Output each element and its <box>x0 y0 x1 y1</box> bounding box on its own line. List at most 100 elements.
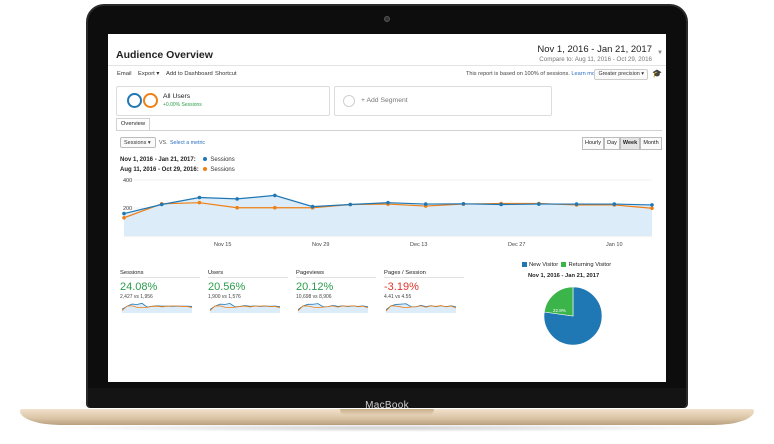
data-point <box>499 202 503 207</box>
select-metric-link[interactable]: Select a metric <box>170 140 206 146</box>
legend-range-compare: Aug 11, 2016 - Oct 29, 2016: <box>120 167 199 173</box>
add-segment-box[interactable]: + Add Segment <box>334 86 552 116</box>
sparkline-compare <box>385 305 457 312</box>
data-point <box>612 202 617 206</box>
metric-selector[interactable]: Sessions ▾ <box>120 137 156 148</box>
webcam-icon <box>384 16 390 22</box>
x-tick-label: Dec 13 <box>410 242 428 248</box>
metric-comparison: 2,427 vs 1,956 <box>120 294 153 300</box>
data-point <box>122 216 126 220</box>
metric-change: 24.08% <box>120 281 158 293</box>
sparkline-compare <box>121 305 193 311</box>
graduation-cap-icon[interactable]: 🎓 <box>652 69 662 78</box>
date-range-label: Nov 1, 2016 - Jan 21, 2017 <box>537 44 652 55</box>
orange-dot-icon <box>203 167 208 172</box>
data-point <box>273 205 277 210</box>
metric-label: Sessions <box>120 270 200 278</box>
granularity-week-button[interactable]: Week <box>620 137 640 150</box>
date-range-picker[interactable]: Nov 1, 2016 - Jan 21, 2017 Compare to: A… <box>537 44 652 63</box>
data-point <box>386 200 390 205</box>
segment-blue-ring-icon <box>127 93 142 108</box>
y-tick-label: 200 <box>123 206 132 212</box>
granularity-month-button[interactable]: Month <box>640 137 662 150</box>
metric-card-pages-per-session[interactable]: Pages / Session -3.19% 4.41 vs 4.55 <box>384 270 464 322</box>
y-tick-label: 400 <box>123 178 132 184</box>
laptop-chin <box>88 388 686 408</box>
add-to-dashboard-button[interactable]: Add to Dashboard <box>166 71 213 77</box>
data-point <box>197 195 202 200</box>
pie-returning-pct-label: 22.8% <box>553 308 566 313</box>
learn-more-link[interactable]: Learn more <box>571 71 600 77</box>
segment-name: All Users <box>163 93 191 100</box>
new-visitor-swatch-icon <box>522 262 527 267</box>
report-header: Audience Overview Nov 1, 2016 - Jan 21, … <box>108 34 666 66</box>
segment-orange-ring-icon <box>143 93 158 108</box>
chevron-down-icon[interactable]: ▼ <box>657 50 663 56</box>
data-point <box>348 202 353 207</box>
empty-segment-ring-icon <box>343 95 355 107</box>
sparkline <box>209 303 281 313</box>
data-point <box>574 202 579 206</box>
granularity-hourly-button[interactable]: Hourly <box>582 137 604 150</box>
metric-change: 20.12% <box>296 281 334 293</box>
metric-card-pageviews[interactable]: Pageviews 20.12% 10,698 vs 8,906 <box>296 270 376 322</box>
screen: Audience Overview Nov 1, 2016 - Jan 21, … <box>108 34 666 382</box>
data-point <box>122 211 126 216</box>
email-button[interactable]: Email <box>117 71 132 77</box>
laptop-brand-label: MacBook <box>365 400 409 411</box>
data-point <box>650 206 654 211</box>
compare-range-label: Compare to: Aug 11, 2016 - Oct 29, 2016 <box>539 56 652 63</box>
metric-card-sessions[interactable]: Sessions 24.08% 2,427 vs 1,956 <box>120 270 200 322</box>
report-toolbar: Email Export ▾ Add to Dashboard Shortcut… <box>108 68 666 82</box>
pie-legend-new: New Visitor <box>529 262 559 269</box>
segment-all-users[interactable]: All Users +0.00% Sessions <box>116 86 330 116</box>
sessions-chart-svg: 400 200 <box>122 178 654 237</box>
sparkline-current-area <box>298 303 368 313</box>
pie-slice-new-visitor <box>543 286 603 346</box>
data-point <box>461 202 466 206</box>
visitor-pie-chart: 22.8% <box>543 286 603 346</box>
legend-compare-period: Aug 11, 2016 - Oct 29, 2016: Sessions <box>120 167 235 173</box>
legend-current-period: Nov 1, 2016 - Jan 21, 2017: Sessions <box>120 157 235 163</box>
shortcut-button[interactable]: Shortcut <box>215 71 237 77</box>
legend-range-current: Nov 1, 2016 - Jan 21, 2017: <box>120 157 196 163</box>
sparkline-compare <box>209 305 281 312</box>
data-point <box>159 202 164 207</box>
vs-label: VS. <box>159 140 168 146</box>
metric-comparison: 4.41 vs 4.55 <box>384 294 412 300</box>
sparkline-compare <box>297 305 369 312</box>
data-point <box>235 197 239 201</box>
sparkline <box>121 302 193 313</box>
blue-dot-icon <box>203 157 208 162</box>
metric-change: 20.56% <box>208 281 246 293</box>
precision-dropdown[interactable]: Greater precision ▾ <box>594 69 648 80</box>
metric-comparison: 1,900 vs 1,576 <box>208 294 241 300</box>
granularity-day-button[interactable]: Day <box>604 137 620 150</box>
x-tick-label: Jan 10 <box>606 242 623 248</box>
data-point <box>423 202 428 206</box>
metric-comparison: 10,698 vs 8,906 <box>296 294 332 300</box>
pie-title: Nov 1, 2016 - Jan 21, 2017 <box>528 273 600 279</box>
sessions-line-chart: 400 200 <box>108 176 666 256</box>
returning-visitor-swatch-icon <box>561 262 567 267</box>
metric-label: Pages / Session <box>384 270 464 278</box>
metric-change: -3.19% <box>384 281 419 293</box>
sparkline <box>385 303 457 313</box>
laptop-base <box>20 409 754 425</box>
data-point <box>235 205 239 210</box>
sampling-note-text: This report is based on 100% of sessions… <box>465 71 570 77</box>
laptop-base-notch <box>340 409 434 415</box>
metric-card-users[interactable]: Users 20.56% 1,900 vs 1,576 <box>208 270 288 322</box>
data-point <box>273 193 277 198</box>
add-segment-label: + Add Segment <box>361 97 408 104</box>
sessions-area <box>124 195 652 236</box>
pie-legend: New Visitor Returning Visitor <box>522 262 611 268</box>
export-menu-button[interactable]: Export ▾ <box>138 71 160 77</box>
tab-overview[interactable]: Overview <box>116 118 150 130</box>
sparkline-current-area <box>122 303 192 313</box>
sparkline-current-area <box>386 303 456 313</box>
legend-series-compare: Sessions <box>210 167 235 173</box>
data-point <box>650 203 654 207</box>
sampling-note: This report is based on 100% of sessions… <box>466 71 600 77</box>
data-point <box>537 202 541 206</box>
